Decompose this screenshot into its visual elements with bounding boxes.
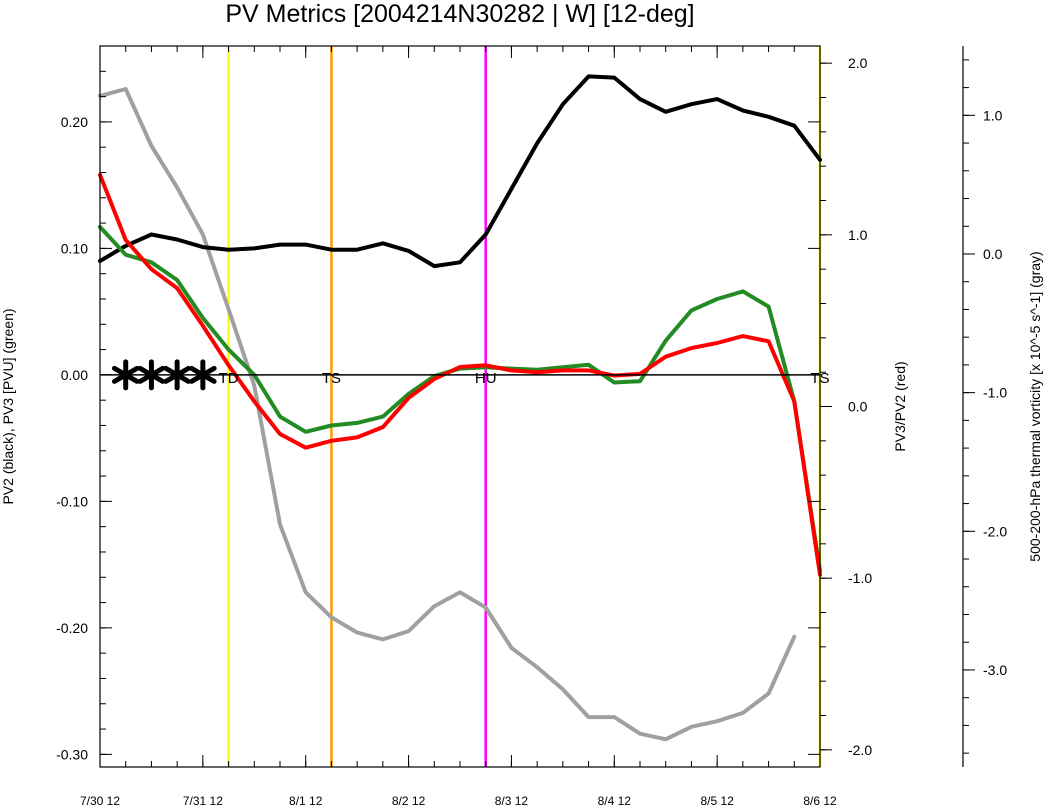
series-line-2 xyxy=(98,224,822,573)
y-left-tick-label: 0.20 xyxy=(61,114,88,130)
stage-label-0: TD xyxy=(219,370,239,387)
x-tick-label: 8/2 12 xyxy=(392,794,426,805)
series-lines xyxy=(98,74,822,742)
star-markers xyxy=(111,359,217,391)
y-axis-right-ratio-label: PV3/PV2 (red) xyxy=(892,361,908,451)
x-tick-label: 7/30 12 xyxy=(80,794,120,805)
x-tick-label: 8/5 12 xyxy=(700,794,734,805)
stage-label-1: TS xyxy=(322,370,341,387)
y-right1-tick-label: 2.0 xyxy=(848,55,868,71)
series-line-1 xyxy=(98,74,822,269)
y-right2-tick-label: -2.0 xyxy=(983,523,1007,539)
x-tick-label: 8/3 12 xyxy=(495,794,529,805)
y-left-tick-label: 0.10 xyxy=(61,240,88,256)
y-right1-tick-label: 1.0 xyxy=(848,227,868,243)
y-left-tick-label: -0.20 xyxy=(56,620,88,636)
series-line-3 xyxy=(98,172,822,577)
star-marker-2 xyxy=(163,359,191,391)
axes: 0.20 0.10 0.00 -0.10 -0.20 -0.30 7/30 12 7/31 1… xyxy=(56,45,1007,805)
x-tick-label: 8/6 12 xyxy=(803,794,837,805)
x-tick-label: 8/4 12 xyxy=(598,794,632,805)
series-line-0 xyxy=(98,87,797,742)
stage-label-2: HU xyxy=(475,370,497,387)
y-right1-tick-label: 0.0 xyxy=(848,399,868,415)
y-right2-tick-label: -3.0 xyxy=(983,662,1007,678)
star-marker-0 xyxy=(111,359,140,391)
star-marker-1 xyxy=(137,359,166,391)
y-left-tick-label: 0.00 xyxy=(61,367,88,383)
x-tick-label: 8/1 12 xyxy=(289,794,323,805)
chart-title: PV Metrics [2004214N30282 | W] [12-deg] xyxy=(225,0,694,28)
y-right1-tick-label: -1.0 xyxy=(848,570,872,586)
y-right1-tick-label: -2.0 xyxy=(848,742,872,758)
y-axis-right-vorticity-label: 500-200-hPa thermal vorticity [x 10^-5 s… xyxy=(1027,251,1043,561)
y-right2-tick-label: -1.0 xyxy=(983,385,1007,401)
y-right2-tick-label: 1.0 xyxy=(983,107,1003,123)
y-left-tick-label: -0.10 xyxy=(56,493,88,509)
y-axis-left-label: PV2 (black), PV3 [PVU] (green) xyxy=(0,308,16,504)
x-tick-label: 7/31 12 xyxy=(183,794,223,805)
y-right2-tick-label: 0.0 xyxy=(983,246,1003,262)
y-left-tick-label: -0.30 xyxy=(56,746,88,762)
plot-frame xyxy=(99,45,821,768)
star-marker-3 xyxy=(189,359,217,391)
